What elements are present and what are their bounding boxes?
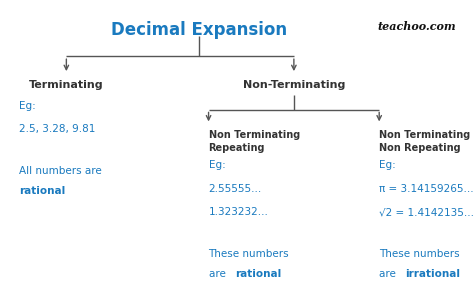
Text: These numbers: These numbers xyxy=(379,249,460,259)
Text: Decimal Expansion: Decimal Expansion xyxy=(111,21,287,39)
Text: 2.5, 3.28, 9.81: 2.5, 3.28, 9.81 xyxy=(19,124,95,134)
Text: Terminating: Terminating xyxy=(29,80,104,90)
Text: teachoo.com: teachoo.com xyxy=(378,21,456,32)
Text: √2 = 1.4142135...: √2 = 1.4142135... xyxy=(379,207,474,217)
Text: π = 3.14159265...: π = 3.14159265... xyxy=(379,184,474,194)
Text: Eg:: Eg: xyxy=(379,160,396,170)
Text: are: are xyxy=(379,269,399,279)
Text: rational: rational xyxy=(19,186,65,197)
Text: are: are xyxy=(209,269,228,279)
Text: All numbers are: All numbers are xyxy=(19,166,102,176)
Text: Non Terminating
Non Repeating: Non Terminating Non Repeating xyxy=(379,130,471,153)
Text: irrational: irrational xyxy=(405,269,460,279)
Text: rational: rational xyxy=(235,269,281,279)
Text: Non Terminating
Repeating: Non Terminating Repeating xyxy=(209,130,300,153)
Text: These numbers: These numbers xyxy=(209,249,289,259)
Text: Eg:: Eg: xyxy=(209,160,225,170)
Text: Eg:: Eg: xyxy=(19,101,36,111)
Text: 1.323232...: 1.323232... xyxy=(209,207,268,217)
Text: 2.55555...: 2.55555... xyxy=(209,184,262,194)
Text: Non-Terminating: Non-Terminating xyxy=(243,80,345,90)
